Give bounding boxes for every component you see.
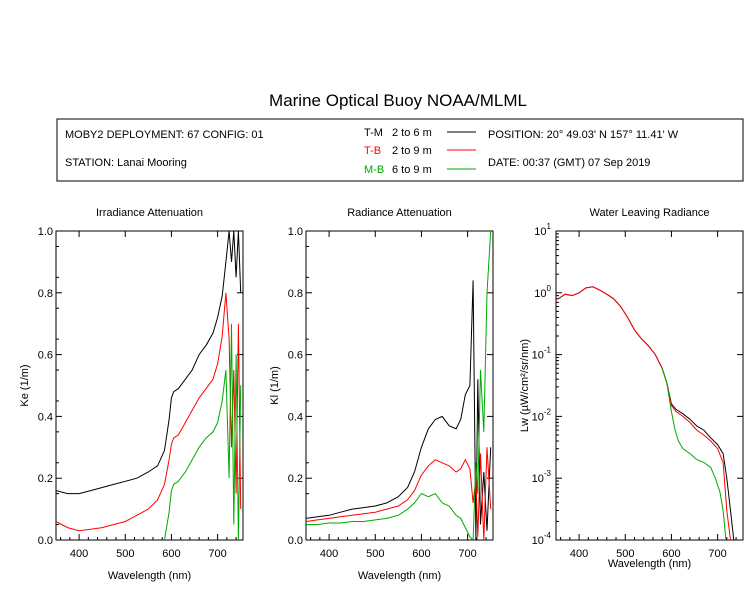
position-text: POSITION: 20° 49.03' N 157° 11.41' W bbox=[488, 129, 679, 141]
chart-title: Water Leaving Radiance bbox=[589, 207, 709, 219]
station-text: STATION: Lanai Mooring bbox=[65, 157, 187, 169]
chart-panel: Radiance Attenuation 400 500 600 700 Waveleng… bbox=[269, 207, 494, 582]
series-line-t-b bbox=[56, 292, 242, 532]
y-tick-label: 10-3 bbox=[532, 469, 552, 485]
y-tick-label: 0.0 bbox=[288, 535, 303, 547]
x-tick-label: 700 bbox=[458, 548, 476, 560]
x-axis-label: Wavelength (nm) bbox=[358, 570, 441, 582]
x-tick-label: 500 bbox=[366, 548, 384, 560]
series-line-t-m bbox=[558, 286, 735, 540]
y-tick-label: 10-1 bbox=[532, 346, 552, 362]
series-line-m-b bbox=[306, 231, 492, 540]
legend-entry: M-B 6 to 9 m bbox=[364, 164, 476, 176]
y-axis-label: Ke (1/m) bbox=[19, 364, 31, 406]
info-box-frame bbox=[56, 118, 744, 182]
y-tick-label: 0.0 bbox=[38, 535, 53, 547]
series-line-t-m bbox=[306, 280, 492, 540]
x-tick-label: 700 bbox=[208, 548, 226, 560]
y-tick-label: 10-4 bbox=[532, 531, 552, 547]
x-tick-label: 400 bbox=[70, 548, 88, 560]
date-text: DATE: 00:37 (GMT) 07 Sep 2019 bbox=[488, 157, 650, 169]
y-tick-label: 0.4 bbox=[38, 411, 53, 423]
plot-frame bbox=[555, 230, 744, 541]
legend-code: T-M bbox=[364, 127, 383, 139]
y-axis-label: Kl (1/m) bbox=[269, 366, 281, 405]
depth-legend: T-M 2 to 6 m T-B 2 to 9 m M-B 6 to 9 m bbox=[364, 127, 476, 176]
x-tick-label: 600 bbox=[662, 548, 680, 560]
y-tick-label: 1.0 bbox=[288, 226, 303, 238]
y-tick-label: 0.2 bbox=[288, 473, 303, 485]
y-tick-label: 0.4 bbox=[288, 411, 303, 423]
y-tick-label: 1.0 bbox=[38, 226, 53, 238]
y-tick-label: 0.2 bbox=[38, 473, 53, 485]
legend-entry: T-B 2 to 9 m bbox=[364, 145, 476, 157]
series-group bbox=[558, 286, 735, 540]
info-box: MOBY2 DEPLOYMENT: 67 CONFIG: 01 STATION:… bbox=[56, 118, 744, 182]
chart-title: Radiance Attenuation bbox=[347, 207, 452, 219]
y-tick-label: 100 bbox=[534, 284, 551, 300]
x-axis-label: Wavelength (nm) bbox=[608, 558, 691, 570]
series-line-m-b bbox=[661, 368, 727, 540]
chart-panels: Irradiance Attenuation 400 500 600 700 Wavele… bbox=[19, 207, 744, 582]
legend-entry: T-M 2 to 6 m bbox=[364, 127, 476, 139]
x-axis-label: Wavelength (nm) bbox=[108, 570, 191, 582]
x-tick-label: 500 bbox=[116, 548, 134, 560]
chart-panel: Water Leaving Radiance 400 500 600 700 Wavele… bbox=[519, 207, 744, 570]
x-tick-label: 400 bbox=[570, 548, 588, 560]
page-title: Marine Optical Buoy NOAA/MLML bbox=[269, 91, 527, 110]
x-tick-label: 700 bbox=[708, 548, 726, 560]
legend-code: M-B bbox=[364, 164, 384, 176]
series-group bbox=[306, 231, 492, 540]
series-line-t-m bbox=[56, 231, 242, 495]
y-tick-label: 10-2 bbox=[532, 407, 552, 423]
y-tick-label: 0.8 bbox=[288, 288, 303, 300]
series-line-t-b bbox=[558, 286, 731, 540]
y-axis-label: Lw (µW/cm²/sr/nm) bbox=[519, 339, 531, 432]
y-tick-label: 0.6 bbox=[38, 350, 53, 362]
chart-title: Irradiance Attenuation bbox=[96, 207, 203, 219]
plot-frame bbox=[55, 230, 244, 541]
legend-range: 2 to 9 m bbox=[392, 145, 432, 157]
y-tick-label: 0.6 bbox=[288, 350, 303, 362]
x-tick-label: 600 bbox=[412, 548, 430, 560]
plot-frame bbox=[305, 230, 494, 541]
legend-code: T-B bbox=[364, 145, 381, 157]
y-tick-label: 0.8 bbox=[38, 288, 53, 300]
series-line-m-b bbox=[164, 323, 242, 540]
legend-range: 2 to 6 m bbox=[392, 127, 432, 139]
series-line-t-b bbox=[306, 447, 492, 540]
deployment-text: MOBY2 DEPLOYMENT: 67 CONFIG: 01 bbox=[65, 129, 264, 141]
legend-range: 6 to 9 m bbox=[392, 164, 432, 176]
x-tick-label: 400 bbox=[320, 548, 338, 560]
x-tick-label: 500 bbox=[616, 548, 634, 560]
y-tick-label: 101 bbox=[534, 222, 551, 238]
series-group bbox=[56, 231, 242, 540]
x-tick-label: 600 bbox=[162, 548, 180, 560]
chart-panel: Irradiance Attenuation 400 500 600 700 Wavele… bbox=[19, 207, 244, 582]
